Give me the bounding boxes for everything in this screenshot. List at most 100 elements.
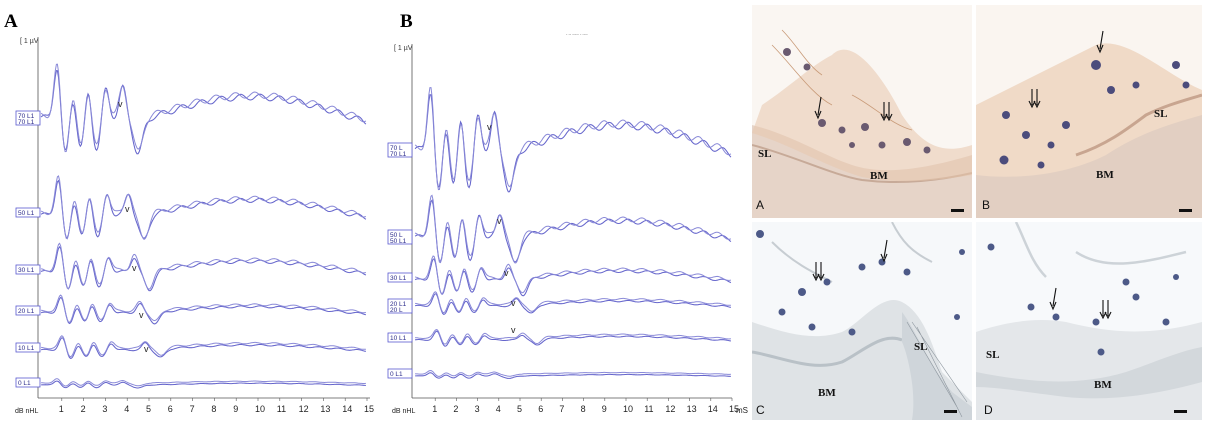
micrograph-c: SL BM C <box>752 222 972 420</box>
traces-a <box>40 63 367 389</box>
level-label: 50 L <box>390 232 403 239</box>
abr-trace-5-1 <box>415 369 731 377</box>
micrograph-b-svg: SL BM B <box>976 5 1202 218</box>
x-tick-10: 10 <box>623 404 633 414</box>
wave-v-mark-0: v <box>487 122 492 132</box>
x-tick-1: 1 <box>432 404 437 414</box>
micrograph-d-bm: BM <box>1094 379 1112 391</box>
level-label: 50 L1 <box>18 210 35 217</box>
level-label: 30 L1 <box>18 267 35 274</box>
scale-label-a: [ 1 µV <box>20 38 39 45</box>
traces-b <box>414 87 732 379</box>
abr-panel-a-svg: A [ 1 µV dB nHL 1 2 3 4 5 6 7 8 9 10 11 12 13 14 15 70… <box>4 11 374 415</box>
wave-v-mark-3: v <box>139 310 144 320</box>
micrograph-c-panel: C <box>756 403 765 417</box>
x-tick-12: 12 <box>665 404 675 414</box>
level-label: 10 L1 <box>18 345 35 352</box>
level-box-1: 50 L1 <box>15 207 41 218</box>
abr-trace-0-1 <box>414 87 732 191</box>
wave-v-mark-2: v <box>132 263 137 273</box>
x-unit-b: dB nHL <box>392 408 415 415</box>
abr-trace-2-1 <box>40 242 366 290</box>
x-tick-9: 9 <box>602 404 607 414</box>
level-label: 10 L1 <box>390 335 407 342</box>
micrograph-a-bm: BM <box>870 170 888 182</box>
abr-trace-3-0 <box>414 293 732 315</box>
micrograph-b-panel: B <box>982 198 990 212</box>
x-tick-14: 14 <box>342 404 352 414</box>
wave-v-mark-1: v <box>497 216 502 226</box>
level-box-2: 30 L1 <box>15 264 41 275</box>
abr-panel-a: A [ 1 µV dB nHL 1 2 3 4 5 6 7 8 9 10 11 12 13 14 15 70… <box>0 0 375 422</box>
abr-trace-1-0 <box>414 199 732 263</box>
micrograph-c-sl: SL <box>914 341 927 353</box>
abr-trace-5-0 <box>415 372 731 379</box>
x-tick-15: 15 <box>729 404 739 414</box>
level-sublabel: 20 L <box>390 307 403 314</box>
abr-trace-1-0 <box>40 179 367 239</box>
arrow-b-1 <box>1099 30 1104 50</box>
level-label: 20 L1 <box>390 301 407 308</box>
wave-v-marks-b: v v v v v <box>487 122 516 335</box>
wave-v-mark-4: v <box>144 344 149 354</box>
level-box-5: 0 L1 <box>387 368 413 379</box>
abr-trace-3-0 <box>40 296 367 325</box>
level-box-1: 50 L50 L1 <box>387 229 413 245</box>
level-label: 0 L1 <box>390 371 403 378</box>
abr-trace-5-1 <box>41 378 366 387</box>
x-tick-13: 13 <box>687 404 697 414</box>
wave-v-marks-a: v v v v v <box>118 99 149 354</box>
x-tick-5: 5 <box>146 404 151 414</box>
x-tick-1: 1 <box>59 404 64 414</box>
x-tick-7: 7 <box>190 404 195 414</box>
level-box-5: 0 L1 <box>15 377 41 388</box>
level-box-4: 10 L1 <box>15 342 41 353</box>
level-sublabel: 70 L1 <box>390 151 407 158</box>
x-tick-4: 4 <box>496 404 501 414</box>
x-tick-2: 2 <box>81 404 86 414</box>
wave-v-mark-1: v <box>125 204 130 214</box>
level-label: 70 L <box>390 145 403 152</box>
x-tick-3: 3 <box>475 404 480 414</box>
level-label: 70 L1 <box>18 113 35 120</box>
micrograph-d-svg: SL BM D <box>976 222 1202 420</box>
wave-v-mark-0: v <box>118 99 123 109</box>
wave-v-mark-3: v <box>511 298 516 308</box>
panel-a-label: A <box>4 11 18 32</box>
x-tick-14: 14 <box>708 404 718 414</box>
abr-trace-4-0 <box>40 337 366 359</box>
scale-bar-b <box>1179 209 1192 212</box>
level-box-0: 70 L70 L1 <box>387 142 413 158</box>
abr-trace-1-1 <box>40 175 367 240</box>
x-tick-9: 9 <box>233 404 238 414</box>
micrograph-b: SL BM B <box>976 5 1202 218</box>
level-label: 0 L1 <box>18 380 31 387</box>
arrow-a-1 <box>817 96 822 116</box>
abr-trace-3-1 <box>415 291 731 314</box>
x-tick-7: 7 <box>559 404 564 414</box>
micrograph-a: SL BM A <box>752 5 972 218</box>
x-tick-4: 4 <box>124 404 129 414</box>
abr-trace-2-0 <box>414 258 732 297</box>
x-ticks-a: 1 2 3 4 5 6 7 8 9 10 11 12 13 14 15 <box>59 398 374 414</box>
abr-trace-0-0 <box>40 70 367 155</box>
abr-trace-3-1 <box>41 294 366 324</box>
micrograph-a-sl: SL <box>758 148 771 160</box>
abr-trace-0-0 <box>414 94 732 193</box>
scale-bar-a <box>951 209 964 212</box>
arrow-d-1 <box>1052 287 1057 307</box>
x-tick-15: 15 <box>364 404 374 414</box>
micrograph-d-sl: SL <box>986 349 999 361</box>
scale-bar-d <box>1174 410 1187 413</box>
level-box-4: 10 L1 <box>387 332 413 343</box>
wave-v-mark-2: v <box>504 268 509 278</box>
micrograph-a-svg: SL BM A <box>752 5 972 218</box>
level-box-3: 20 L1 <box>15 305 41 316</box>
x-tick-8: 8 <box>581 404 586 414</box>
x-tick-10: 10 <box>255 404 265 414</box>
